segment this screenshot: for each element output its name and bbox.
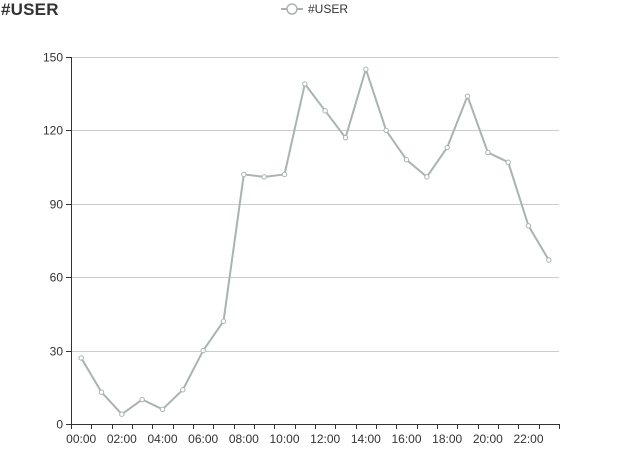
x-tick-label: 10:00	[269, 432, 299, 446]
axes	[71, 57, 559, 425]
grid-lines	[71, 57, 559, 352]
data-point	[485, 149, 491, 156]
data-point	[261, 174, 267, 180]
data-point	[342, 135, 349, 141]
y-tick-label: 120	[43, 124, 63, 138]
data-point	[78, 355, 84, 361]
series-user	[78, 66, 552, 417]
data-point	[525, 223, 532, 229]
data-point	[241, 171, 247, 178]
data-point	[424, 174, 430, 180]
chart-title: #USER	[1, 0, 59, 19]
data-point	[220, 318, 227, 324]
x-tick-label: 14:00	[351, 432, 381, 446]
x-tick-label: 00:00	[66, 432, 96, 446]
x-tick-label: 06:00	[188, 432, 218, 446]
data-point	[180, 387, 186, 393]
x-tick-label: 08:00	[229, 432, 259, 446]
x-tick-label: 18:00	[432, 432, 462, 446]
data-point	[403, 157, 410, 163]
y-tick-label: 150	[43, 51, 63, 65]
x-tick-label: 20:00	[473, 432, 503, 446]
y-tick-label: 0	[56, 418, 63, 432]
data-point	[546, 257, 552, 263]
data-point	[444, 144, 450, 151]
series-line	[80, 68, 550, 416]
data-point	[159, 406, 166, 413]
y-tick-label: 60	[50, 271, 64, 285]
data-point	[363, 66, 369, 72]
data-point	[119, 411, 125, 417]
data-point	[322, 108, 328, 114]
legend-label: #USER	[308, 2, 349, 16]
legend-line-icon	[281, 3, 303, 15]
legend[interactable]: #USER	[281, 1, 348, 17]
x-tick-label: 22:00	[513, 432, 543, 446]
x-axis-ticks: 00:00 02:00 04:00 06:00 08:00 10:00 12:00 14:00…	[66, 424, 560, 446]
data-point	[302, 81, 308, 87]
x-tick-label: 12:00	[310, 432, 340, 446]
data-point	[98, 389, 105, 395]
x-tick-label: 04:00	[147, 432, 177, 446]
data-point	[139, 396, 145, 403]
y-tick-label: 30	[50, 345, 64, 359]
y-tick-label: 90	[50, 198, 64, 212]
data-point	[200, 347, 206, 354]
data-point	[505, 159, 511, 165]
y-axis-ticks: 0 30 60 90 120 150	[43, 51, 71, 432]
x-tick-label: 02:00	[107, 432, 137, 446]
x-tick-label: 16:00	[391, 432, 421, 446]
data-point	[464, 93, 471, 99]
data-point	[281, 171, 288, 178]
data-point	[383, 127, 389, 134]
